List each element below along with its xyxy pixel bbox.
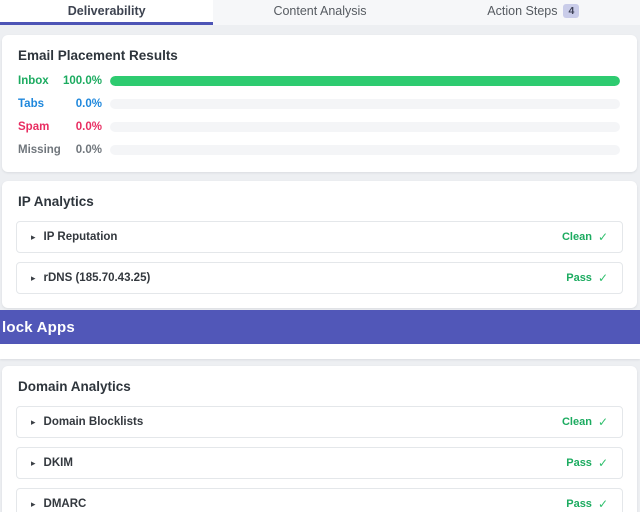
status-text: Pass (566, 272, 592, 284)
placement-row-tabs: Tabs 0.0% (18, 98, 621, 110)
row-label: DKIM (43, 457, 73, 469)
caret-right-icon: ▸ (31, 272, 36, 283)
row-ip-reputation[interactable]: ▸ IP Reputation Clean ✓ (16, 221, 623, 253)
status-text: Pass (566, 457, 592, 469)
placement-card-title: Email Placement Results (18, 48, 178, 63)
domain-analytics-title: Domain Analytics (18, 379, 131, 394)
tab-content-analysis[interactable]: Content Analysis (213, 0, 427, 25)
row-dkim[interactable]: ▸ DKIM Pass ✓ (16, 447, 623, 479)
placement-value: 0.0% (75, 144, 102, 156)
status-text: Clean (561, 416, 592, 428)
domain-analytics-card: Domain Analytics ▸ Domain Blocklists Cle… (2, 366, 637, 512)
placement-label: Inbox (18, 75, 49, 87)
tab-action-steps-label: Action Steps (487, 4, 558, 18)
tab-content-analysis-label: Content Analysis (273, 4, 367, 18)
placement-value: 0.0% (75, 121, 102, 133)
placement-bar-track (110, 99, 620, 109)
ip-analytics-card: IP Analytics ▸ IP Reputation Clean ✓ ▸ r… (2, 181, 637, 308)
placement-row-inbox: Inbox 100.0% (18, 75, 621, 87)
tab-deliverability-label: Deliverability (67, 4, 146, 18)
brand-banner: lock Apps (0, 310, 640, 344)
row-label: rDNS (185.70.43.25) (43, 272, 151, 284)
caret-right-icon: ▸ (31, 457, 36, 468)
caret-right-icon: ▸ (31, 231, 36, 242)
placement-bar-track (110, 145, 620, 155)
placement-label: Spam (18, 121, 50, 133)
placement-bar-track (110, 76, 620, 86)
row-label: IP Reputation (43, 231, 118, 243)
caret-right-icon: ▸ (31, 416, 36, 427)
tab-deliverability[interactable]: Deliverability (0, 0, 214, 25)
placement-label: Tabs (18, 98, 44, 110)
email-placement-results-card: Email Placement Results Inbox 100.0% Tab… (2, 35, 637, 172)
status-text: Pass (566, 498, 592, 510)
check-icon: ✓ (597, 271, 608, 285)
placement-bar-fill (110, 76, 620, 86)
action-steps-count-badge: 4 (563, 3, 580, 19)
check-icon: ✓ (597, 415, 608, 429)
placement-row-spam: Spam 0.0% (18, 121, 621, 133)
spacer (0, 172, 640, 181)
placement-value: 100.0% (62, 75, 102, 87)
page-content: Email Placement Results Inbox 100.0% Tab… (0, 25, 640, 512)
placement-label: Missing (18, 144, 61, 156)
caret-right-icon: ▸ (31, 498, 36, 509)
banner-lower-strip (0, 344, 640, 359)
row-domain-blocklists[interactable]: ▸ Domain Blocklists Clean ✓ (16, 406, 623, 438)
row-dmarc[interactable]: ▸ DMARC Pass ✓ (16, 488, 623, 512)
tab-action-steps[interactable]: Action Steps 4 (426, 0, 640, 25)
check-icon: ✓ (597, 456, 608, 470)
status-text: Clean (561, 231, 592, 243)
row-rdns[interactable]: ▸ rDNS (185.70.43.25) Pass ✓ (16, 262, 623, 294)
placement-value: 0.0% (75, 98, 102, 110)
spacer (0, 359, 640, 366)
tab-bar: Deliverability Content Analysis Action S… (0, 0, 640, 25)
row-label: DMARC (43, 498, 87, 510)
brand-banner-text: lock Apps (2, 318, 75, 336)
check-icon: ✓ (597, 230, 608, 244)
ip-analytics-title: IP Analytics (18, 194, 94, 209)
placement-bar-track (110, 122, 620, 132)
row-label: Domain Blocklists (43, 416, 144, 428)
check-icon: ✓ (597, 497, 608, 511)
placement-row-missing: Missing 0.0% (18, 144, 621, 156)
